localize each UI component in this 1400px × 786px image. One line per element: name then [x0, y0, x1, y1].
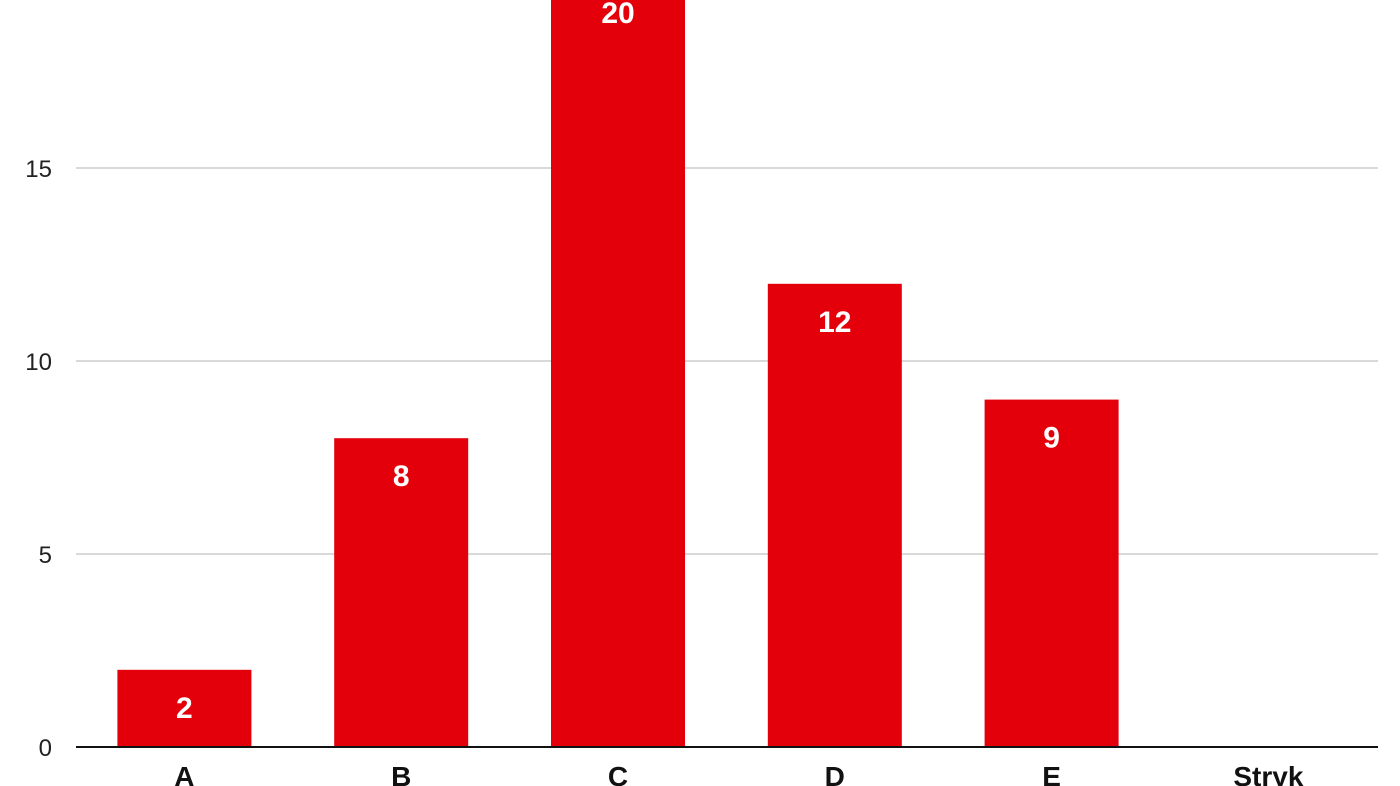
bar: [334, 438, 469, 747]
y-axis-ticks: 0 5 10 15: [25, 156, 52, 762]
x-category-label: A: [174, 761, 194, 786]
data-label: 12: [818, 306, 851, 339]
x-category-label: E: [1042, 761, 1061, 786]
data-label: 8: [393, 460, 410, 493]
bar: [551, 0, 685, 747]
x-category-label: B: [391, 761, 411, 786]
y-tick-label: 15: [25, 156, 52, 183]
data-label: 20: [601, 0, 634, 30]
x-category-label: C: [608, 761, 628, 786]
gridlines: [76, 167, 1378, 555]
bar: [767, 283, 902, 747]
data-label: 2: [176, 692, 193, 725]
bar: [117, 669, 252, 747]
x-category-label: Stryk: [1233, 761, 1303, 786]
y-tick-label: 5: [39, 542, 52, 569]
bar: [984, 399, 1119, 747]
data-label: 9: [1043, 422, 1060, 455]
y-tick-label: 10: [25, 349, 52, 376]
x-axis-categories: A B C D E Stryk: [174, 761, 1304, 786]
y-tick-label: 0: [39, 735, 52, 762]
x-category-label: D: [825, 761, 845, 786]
